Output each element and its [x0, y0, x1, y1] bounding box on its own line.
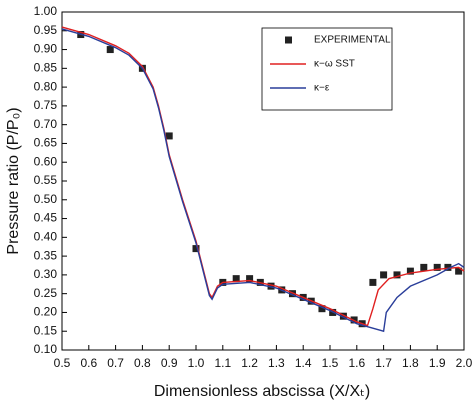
data-point: [318, 305, 326, 313]
series-line: [61, 28, 465, 333]
data-point: [106, 46, 114, 54]
legend-label: EXPERIMENTAL: [314, 35, 391, 46]
x-tick-label: 0.9: [161, 356, 178, 370]
y-tick-label: 0.75: [34, 98, 58, 112]
data-point: [433, 263, 441, 271]
data-point: [339, 312, 347, 320]
x-tick-label: 1.4: [295, 356, 312, 370]
x-tick-label: 0.8: [134, 356, 151, 370]
y-tick-label: 0.30: [34, 267, 58, 281]
data-point: [232, 275, 240, 283]
data-point: [369, 278, 377, 286]
series-line: [61, 26, 465, 327]
y-tick-label: 0.15: [34, 323, 58, 337]
x-tick-label: 1.8: [402, 356, 419, 370]
x-tick-label: 1.3: [268, 356, 285, 370]
data-point: [406, 267, 414, 275]
y-tick-label: 1.00: [34, 4, 58, 18]
y-axis-title: Pressure ratio (P/P₀): [5, 107, 22, 254]
y-tick-label: 0.60: [34, 154, 58, 168]
legend-box: [261, 27, 393, 111]
data-point: [267, 282, 275, 290]
y-tick-label: 0.70: [34, 117, 58, 131]
y-tick-label: 0.45: [34, 211, 58, 225]
x-tick-label: 1.1: [214, 356, 231, 370]
data-point: [420, 263, 428, 271]
data-point: [455, 267, 463, 275]
data-point: [192, 245, 200, 253]
data-point: [246, 275, 254, 283]
legend-label: κ−ω SST: [314, 59, 355, 70]
data-point: [165, 132, 173, 140]
data-point: [380, 271, 388, 279]
x-tick-label: 1.7: [375, 356, 392, 370]
y-tick-label: 0.40: [34, 230, 58, 244]
y-tick-label: 0.20: [34, 305, 58, 319]
x-tick-label: 1.2: [241, 356, 258, 370]
x-tick-label: 0.6: [80, 356, 97, 370]
y-tick-label: 0.65: [34, 136, 58, 150]
x-tick-label: 0.7: [107, 356, 124, 370]
x-tick-label: 2.0: [456, 356, 473, 370]
y-tick-label: 0.10: [34, 342, 58, 356]
y-tick-label: 0.90: [34, 42, 58, 56]
x-axis-title: Dimensionless abscissa (X/Xₜ): [154, 383, 370, 400]
legend-marker: [285, 36, 292, 44]
x-tick-label: 1.6: [348, 356, 365, 370]
y-tick-label: 0.80: [34, 79, 58, 93]
y-tick-label: 0.35: [34, 248, 58, 262]
y-tick-label: 0.25: [34, 286, 58, 300]
x-tick-label: 1.9: [429, 356, 446, 370]
legend-label: κ−ε: [314, 83, 330, 94]
y-tick-label: 0.50: [34, 192, 58, 206]
x-tick-label: 0.5: [54, 356, 71, 370]
data-point: [393, 271, 401, 279]
y-tick-label: 0.95: [34, 23, 58, 37]
x-tick-label: 1.5: [322, 356, 339, 370]
data-point: [444, 263, 452, 271]
x-tick-label: 1.0: [188, 356, 205, 370]
y-tick-label: 0.55: [34, 173, 58, 187]
y-tick-label: 0.85: [34, 61, 58, 75]
